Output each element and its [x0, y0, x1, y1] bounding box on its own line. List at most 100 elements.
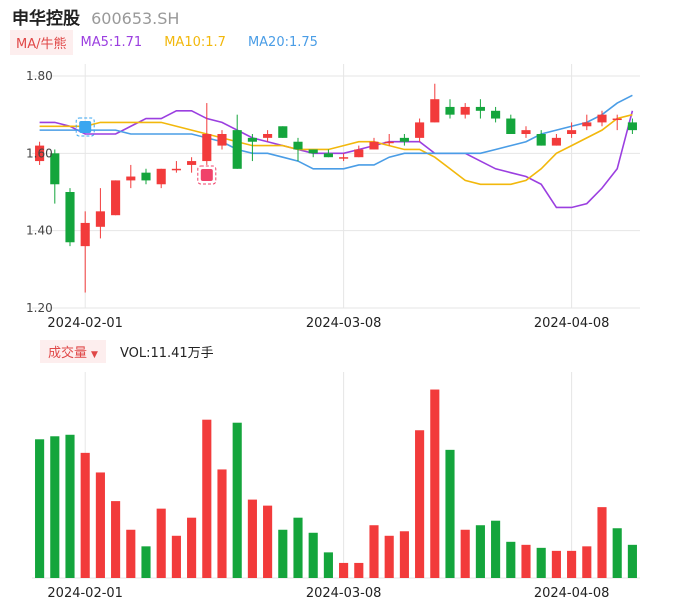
candle-body	[567, 130, 577, 134]
volume-bar	[232, 422, 242, 578]
candle-down	[323, 149, 333, 158]
volume-bar	[460, 529, 470, 578]
candle-down	[293, 137, 303, 162]
volume-bar	[263, 505, 273, 578]
candle-body	[50, 153, 60, 185]
candle-up	[567, 122, 577, 138]
candle-body	[111, 180, 121, 216]
volume-bar	[430, 389, 440, 578]
marker-badge	[200, 169, 213, 181]
volume-bar	[111, 501, 121, 578]
volume-bar	[536, 547, 546, 578]
candle-body	[415, 122, 425, 138]
candle-down	[278, 126, 288, 138]
marker-frame	[75, 117, 95, 137]
ma-toggle-button[interactable]: MA/牛熊	[10, 29, 73, 55]
date-tick-label: 2024-04-08	[534, 586, 610, 601]
volume-bar	[202, 419, 212, 578]
price-date-labels: 2024-02-01 2024-03-08 2024-04-08	[47, 316, 609, 331]
candle-body	[95, 211, 105, 227]
candle-body	[339, 157, 349, 159]
candle-up	[521, 126, 531, 138]
candle-body	[323, 153, 333, 158]
candle-body	[80, 222, 90, 247]
candle-down	[232, 114, 242, 169]
candle-up	[263, 130, 273, 142]
candle-body	[278, 126, 288, 138]
volume-bar	[171, 535, 181, 578]
candle-body	[35, 145, 45, 162]
price-tick-label: 1.60	[26, 146, 53, 160]
candle-body	[536, 134, 546, 146]
ma20-legend: MA20:1.75	[247, 34, 318, 50]
volume-bar	[627, 544, 637, 578]
volume-date-labels: 2024-02-01 2024-03-08 2024-04-08	[47, 586, 609, 601]
candle-down	[475, 99, 485, 119]
volume-bar	[475, 525, 485, 578]
candle-up	[156, 168, 166, 189]
volume-bar	[95, 472, 105, 578]
candle-down	[491, 106, 501, 123]
candle-body	[460, 106, 470, 115]
candle-up	[597, 110, 607, 127]
candle-body	[491, 110, 501, 119]
volume-bar	[35, 439, 45, 578]
candle-body	[597, 114, 607, 123]
volume-bar	[308, 532, 318, 578]
marker-badge	[79, 121, 92, 133]
candle-up	[111, 180, 121, 216]
date-tick-label: 2024-02-01	[47, 316, 123, 331]
volume-bar	[217, 469, 227, 578]
candle-body	[445, 106, 455, 115]
volume-legend: 成交量 ▼ VOL:11.41万手	[40, 339, 214, 363]
volume-bar	[156, 508, 166, 578]
candle-body	[612, 118, 622, 121]
volume-bar	[384, 535, 394, 578]
volume-bar	[339, 562, 349, 578]
ma-legend: MA/牛熊 MA5:1.71 MA10:1.7 MA20:1.75	[10, 29, 340, 55]
candle-up	[551, 134, 561, 146]
volume-bar	[278, 529, 288, 578]
candle-body	[308, 149, 318, 154]
volume-bar	[293, 517, 303, 578]
candle-up	[217, 130, 227, 150]
candle-body	[263, 134, 273, 138]
candle-down	[141, 168, 151, 185]
candle-body	[430, 99, 440, 123]
candle-up	[339, 153, 349, 162]
volume-bar	[80, 452, 90, 578]
candle-up	[171, 161, 181, 173]
volume-indicator-dropdown[interactable]: 成交量 ▼	[40, 339, 106, 363]
candle-up	[95, 188, 105, 239]
marker-frame	[197, 165, 217, 185]
candle-body	[187, 161, 197, 165]
event-markers	[75, 117, 217, 185]
candle-body	[202, 134, 212, 162]
candle-down	[536, 130, 546, 146]
volume-bar	[323, 552, 333, 578]
candle-body	[399, 137, 409, 142]
date-tick-label: 2024-03-08	[306, 316, 382, 331]
price-tick-label: 1.40	[26, 224, 53, 238]
candle-body	[521, 130, 531, 134]
volume-bar	[551, 550, 561, 578]
ma20-line	[39, 94, 633, 170]
candle-body	[627, 122, 637, 131]
volume-bar	[50, 436, 60, 578]
volume-bar	[445, 449, 455, 578]
volume-bars	[35, 389, 637, 578]
date-tick-label: 2024-02-01	[47, 586, 123, 601]
stock-code: 600653.SH	[91, 9, 180, 28]
price-tick-label: 1.20	[26, 301, 53, 315]
volume-bar	[521, 544, 531, 578]
price-axis-labels: 1.80 1.60 1.40 1.20	[26, 69, 53, 315]
date-tick-label: 2024-04-08	[534, 316, 610, 331]
price-grid	[32, 64, 640, 309]
volume-bar	[612, 528, 622, 578]
ma5-legend: MA5:1.71	[80, 34, 143, 50]
candle-body	[384, 141, 394, 144]
candle-up	[460, 103, 470, 119]
volume-indicator-label: 成交量	[48, 345, 88, 361]
stock-name: 申华控股	[12, 9, 80, 29]
